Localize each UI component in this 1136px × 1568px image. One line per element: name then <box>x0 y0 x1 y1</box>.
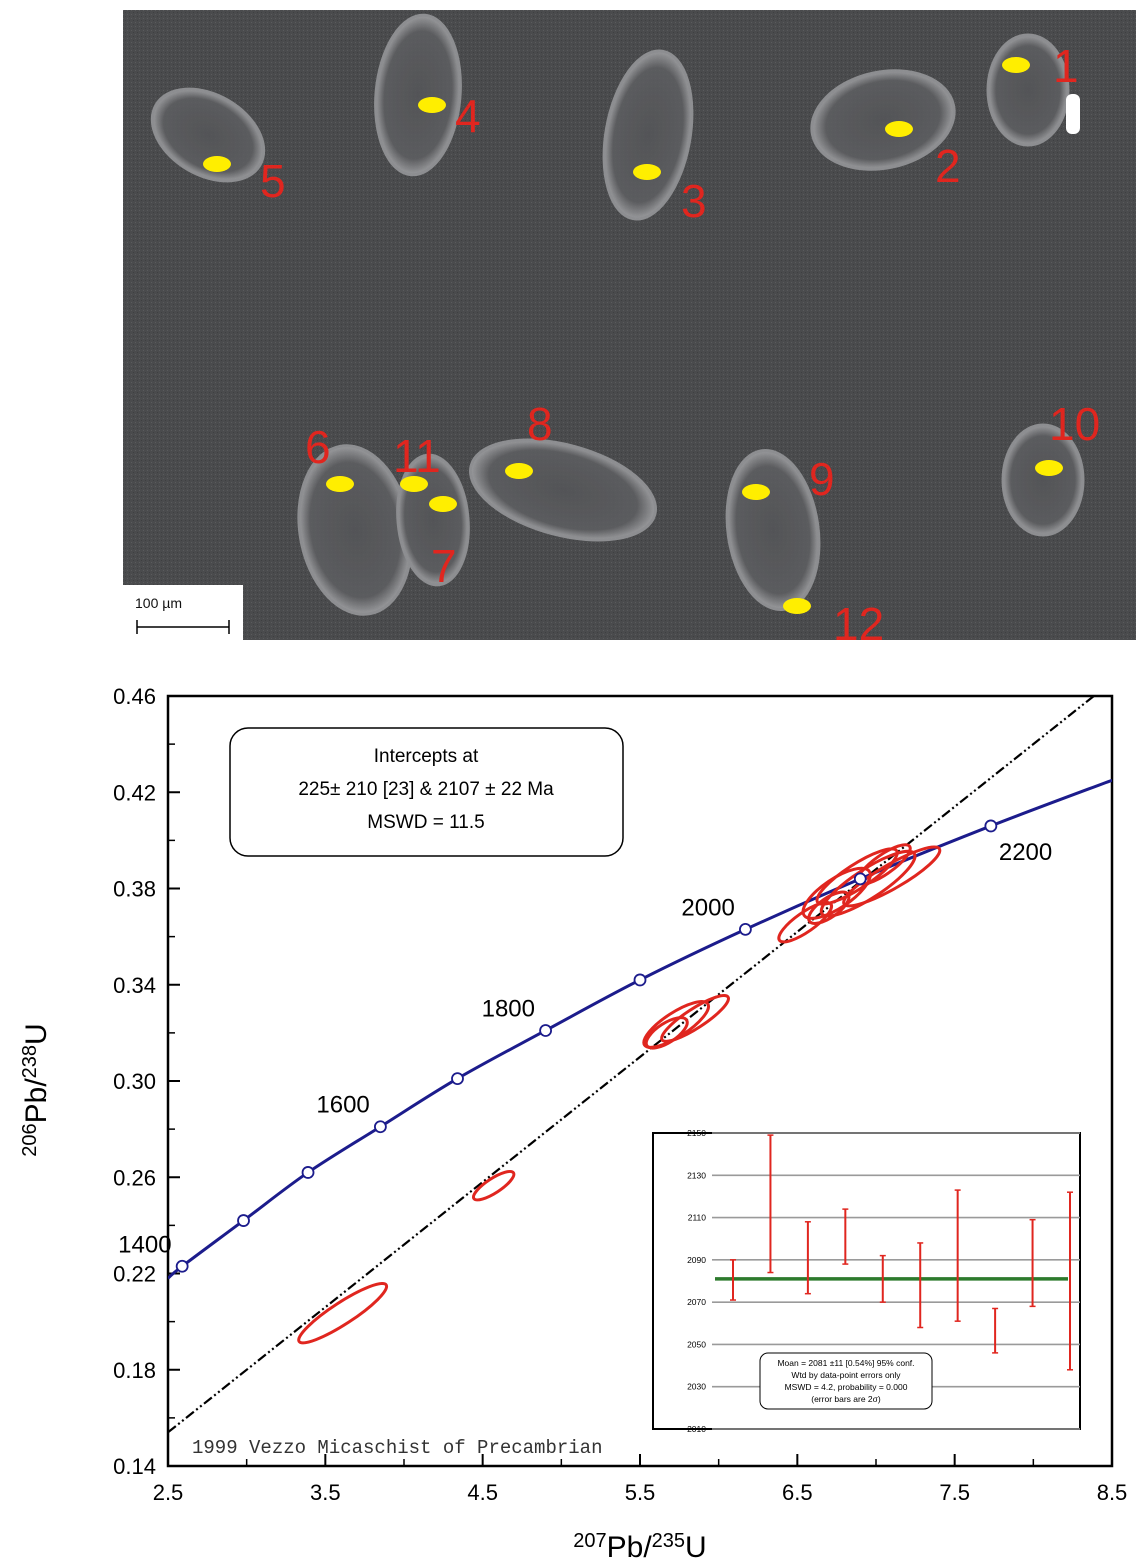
x-tick-label: 5.5 <box>625 1480 656 1505</box>
inset-stats-line-4: (error bars are 2σ) <box>811 1394 881 1404</box>
bright-inclusion <box>1066 94 1080 134</box>
inset-y-tick-label: 2010 <box>687 1424 706 1434</box>
error-ellipse <box>815 847 899 906</box>
analysis-spot-5 <box>203 156 231 172</box>
y-tick-label: 0.22 <box>113 1262 156 1287</box>
inset-y-tick-label: 2110 <box>688 1213 707 1223</box>
spot-number-7: 7 <box>431 540 457 592</box>
inset-y-tick-label: 2050 <box>687 1339 706 1349</box>
x-tick-label: 2.5 <box>153 1480 184 1505</box>
scale-bar-label: 100 µm <box>135 595 182 611</box>
spot-number-4: 4 <box>455 90 481 142</box>
error-ellipse <box>472 1169 516 1202</box>
age-marker <box>237 1214 250 1227</box>
y-tick-label: 0.34 <box>113 973 156 998</box>
inset-y-tick-label: 2150 <box>687 1128 706 1138</box>
error-ellipse <box>644 1016 689 1050</box>
y-tick-label: 0.46 <box>113 684 156 709</box>
age-marker <box>373 1120 387 1134</box>
spot-number-12: 12 <box>833 598 884 640</box>
analysis-spot-6 <box>326 476 354 492</box>
intercept-line-1: Intercepts at <box>374 746 479 767</box>
age-marker <box>539 1024 552 1037</box>
error-ellipse <box>297 1282 389 1345</box>
inset-stats-line-3: MSWD = 4.2, probability = 0.000 <box>785 1382 908 1392</box>
x-tick-label: 6.5 <box>782 1480 813 1505</box>
age-marker <box>984 819 998 833</box>
spot-number-9: 9 <box>809 453 835 505</box>
y-tick-label: 0.14 <box>113 1454 156 1479</box>
analysis-spot-12 <box>783 598 811 614</box>
spot-number-3: 3 <box>681 175 707 227</box>
y-tick-label: 0.18 <box>113 1358 156 1383</box>
age-marker <box>301 1166 315 1179</box>
y-tick-label: 0.30 <box>113 1069 156 1094</box>
spot-number-8: 8 <box>527 398 553 450</box>
error-ellipse <box>642 1000 711 1049</box>
age-label-1400: 1400 <box>118 1231 171 1258</box>
age-marker <box>853 872 867 886</box>
concordia-diagram: 2.5 3.5 4.5 5.5 6.5 7.5 8.5 0.14 0.18 0.22 0.26 0.3… <box>19 684 1128 1564</box>
age-label-1600: 1600 <box>316 1092 369 1119</box>
analysis-spot-7 <box>429 496 457 512</box>
sample-label: 1999 Vezzo Micaschist of Precambrian <box>192 1437 602 1459</box>
y-tick-label: 0.26 <box>113 1165 156 1190</box>
analysis-spot-2 <box>885 121 913 137</box>
analysis-spot-3 <box>633 164 661 180</box>
spot-number-11: 11 <box>393 430 441 482</box>
age-marker <box>451 1072 464 1085</box>
x-tick-label: 3.5 <box>310 1480 341 1505</box>
grain-5 <box>150 87 266 183</box>
age-label-2200: 2200 <box>999 839 1052 866</box>
y-tick-label: 0.38 <box>113 877 156 902</box>
analysis-spot-10 <box>1035 460 1063 476</box>
grain-3 <box>602 49 694 221</box>
grain-10 <box>1001 423 1085 537</box>
x-axis-title: 207Pb/235U <box>573 1530 706 1564</box>
spot-number-2: 2 <box>935 140 961 192</box>
intercept-line-3: MSWD = 11.5 <box>367 812 484 833</box>
inset-y-tick-label: 2070 <box>687 1297 706 1307</box>
analysis-spot-8 <box>505 463 533 479</box>
discordia-line <box>168 696 1096 1434</box>
x-tick-label: 4.5 <box>467 1480 498 1505</box>
age-label-2000: 2000 <box>681 894 734 921</box>
inset-stats-line-1: Moan = 2081 ±11 [0.54%] 95% conf. <box>777 1358 914 1368</box>
analysis-spot-1 <box>1002 57 1030 73</box>
error-ellipse <box>660 994 730 1043</box>
x-tick-label: 8.5 <box>1097 1480 1128 1505</box>
spot-number-10: 10 <box>1049 398 1100 450</box>
analysis-spot-4 <box>418 97 446 113</box>
age-marker <box>739 923 752 936</box>
grain-4 <box>374 13 462 177</box>
x-tick-label: 7.5 <box>939 1480 970 1505</box>
spot-number-6: 6 <box>305 421 331 473</box>
age-label-1800: 1800 <box>482 995 535 1022</box>
intercept-line-2: 225± 210 [23] & 2107 ± 22 Ma <box>298 779 554 800</box>
intercept-annotation-box <box>229 727 624 857</box>
inset-y-tick-label: 2030 <box>687 1382 706 1392</box>
spot-number-5: 5 <box>260 155 286 207</box>
y-axis-title: 206Pb/238U <box>19 1023 53 1156</box>
age-marker <box>633 973 647 987</box>
analysis-spot-9 <box>742 484 770 500</box>
inset-stats-line-2: Wtd by data-point errors only <box>791 1370 901 1380</box>
inset-y-tick-label: 2090 <box>687 1255 706 1265</box>
spot-number-1: 1 <box>1053 40 1079 92</box>
grain-2 <box>810 69 956 171</box>
analysis-spot-11 <box>400 476 428 492</box>
y-tick-label: 0.42 <box>113 780 156 805</box>
age-marker <box>175 1259 189 1273</box>
inset-y-tick-label: 2130 <box>687 1170 706 1180</box>
scale-bar-panel <box>123 585 243 640</box>
error-ellipse <box>842 845 942 908</box>
inset-stats-box <box>759 1352 933 1410</box>
